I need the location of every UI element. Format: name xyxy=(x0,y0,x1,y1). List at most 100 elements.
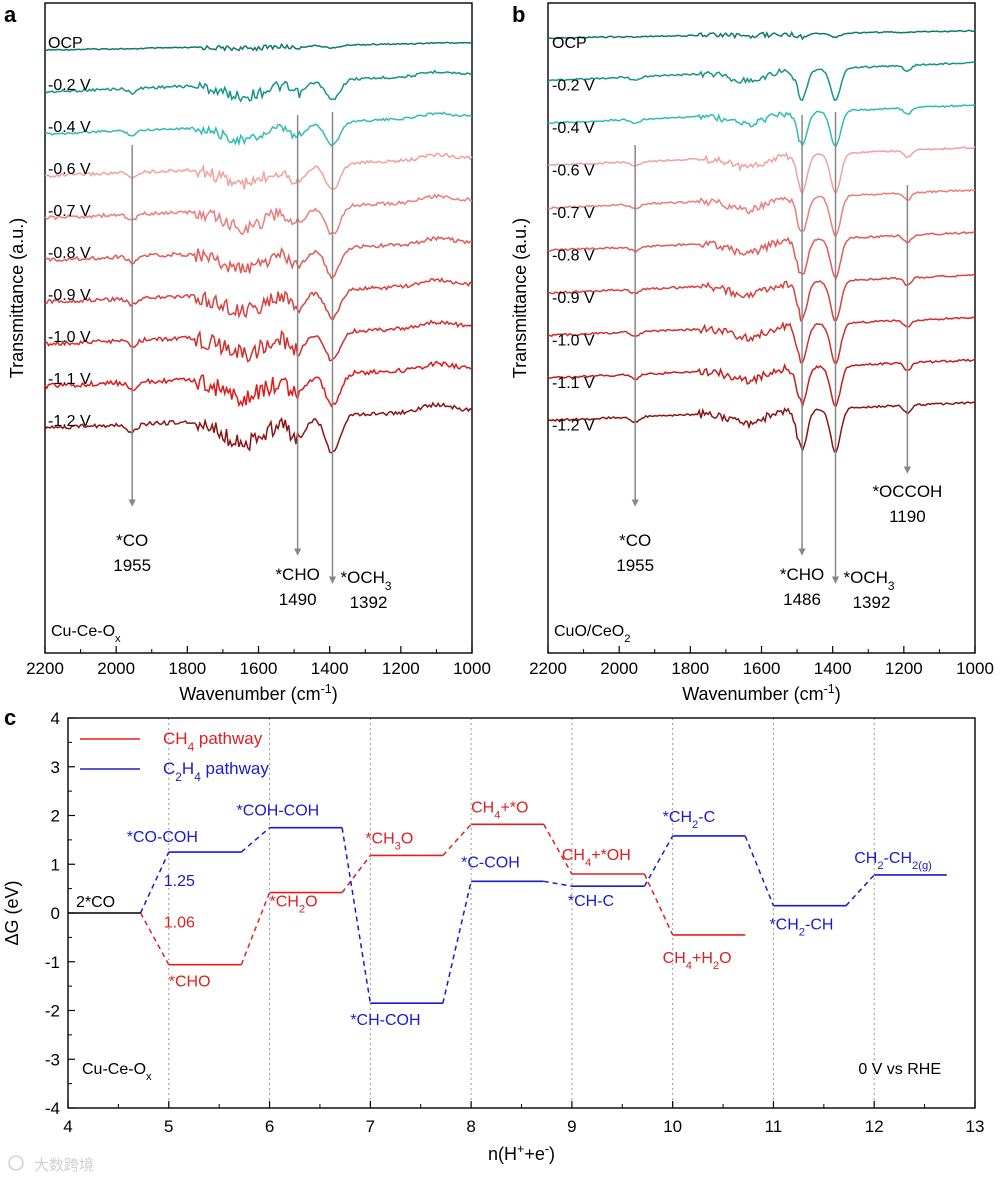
x-tick-label: 1400 xyxy=(311,659,349,678)
y-tick-label: 3 xyxy=(51,758,60,777)
state-label: *CH3O xyxy=(365,830,413,852)
x-tick-label: 13 xyxy=(966,1117,985,1136)
legend-label: C2H4 pathway xyxy=(163,759,269,784)
panel-b: b 2200 2000 1800 1600 1400 1200 1000 OCP -0.2 V -0… xyxy=(512,2,994,678)
peak-species-label: *CHO xyxy=(275,565,319,584)
y-tick-label: -3 xyxy=(45,1050,60,1069)
x-tick-label: 6 xyxy=(265,1117,274,1136)
peak-species-label: *OCH3 xyxy=(341,568,392,593)
trace-label: -1.0 V xyxy=(48,329,91,346)
peak-wavenumber-label: 1486 xyxy=(783,590,821,609)
trace-label: -0.6 V xyxy=(48,161,91,178)
y-tick-label: 0 xyxy=(51,904,60,923)
peak-species-label: *CO xyxy=(619,531,651,550)
spectrum-trace xyxy=(44,319,473,363)
x-tick-label: 2200 xyxy=(529,659,567,678)
state-label: *CH-COH xyxy=(350,1012,420,1029)
trace-label: OCP xyxy=(552,35,587,52)
trace-label: -0.8 V xyxy=(552,248,595,265)
x-tick-label: 12 xyxy=(865,1117,884,1136)
sample-label: Cu-Ce-Ox xyxy=(82,1061,152,1083)
watermark-text: 大数跨境 xyxy=(34,1156,94,1174)
peak-species-label: *CHO xyxy=(780,565,824,584)
panel-letter-c: c xyxy=(4,705,16,730)
transition-line xyxy=(341,827,372,1004)
spectrum-trace xyxy=(547,188,976,237)
sample-label: CuO/CeO2 xyxy=(554,623,630,645)
spectrum-trace xyxy=(547,231,976,280)
spectrum-trace xyxy=(547,315,976,365)
x-tick-label: 1800 xyxy=(671,659,709,678)
trace-label: -0.7 V xyxy=(552,205,595,222)
trace-label: -0.2 V xyxy=(552,78,595,95)
peak-wavenumber-label: 1190 xyxy=(889,507,926,526)
y-tick-label: 4 xyxy=(51,709,60,728)
spectrum-trace xyxy=(44,235,473,280)
x-tick-label: 11 xyxy=(765,1117,783,1136)
trace-label: -1.1 V xyxy=(552,375,595,392)
transition-line xyxy=(543,823,573,875)
trace-label: -1.0 V xyxy=(552,333,595,350)
state-label: *CHO xyxy=(169,974,211,991)
peak-wavenumber-label: 1392 xyxy=(853,593,891,612)
y-axis-title: Transmittance (a.u.) xyxy=(510,218,530,378)
transition-line xyxy=(845,874,875,907)
peak-wavenumber-label: 1392 xyxy=(350,593,388,612)
x-tick-label: 2000 xyxy=(600,659,638,678)
state-label: *CH2-C xyxy=(663,809,715,831)
transition-line xyxy=(643,873,674,936)
trace-label: -0.4 V xyxy=(48,119,91,136)
transition-line xyxy=(139,912,170,966)
x-tick-label: 1200 xyxy=(382,659,420,678)
sample-label: Cu-Ce-Ox xyxy=(51,623,121,645)
peak-wavenumber-label: 1490 xyxy=(279,590,317,609)
state-label: CH4+H2O xyxy=(663,950,732,972)
barrier-annotation: 1.06 xyxy=(164,915,195,932)
spectrum-trace xyxy=(44,69,473,103)
trace-label: -0.9 V xyxy=(48,287,91,304)
peak-species-label: *CO xyxy=(116,531,148,550)
barrier-annotation: 1.25 xyxy=(164,873,195,890)
panel-letter-a: a xyxy=(4,2,17,27)
x-tick-label: 1600 xyxy=(743,659,781,678)
spectrum-trace xyxy=(547,273,976,322)
condition-label: 0 V vs RHE xyxy=(858,1061,941,1078)
y-axis-title: Transmittance (a.u.) xyxy=(7,218,27,378)
x-tick-label: 1800 xyxy=(168,659,206,678)
spectrum-trace xyxy=(45,111,473,147)
transition-line xyxy=(240,892,271,965)
x-axis-title: Wavenumber (cm-1) xyxy=(682,682,841,704)
legend-label: CH4 pathway xyxy=(163,729,263,754)
spectrum-trace xyxy=(547,103,976,147)
x-tick-label: 5 xyxy=(164,1117,173,1136)
transition-line xyxy=(643,835,674,887)
x-tick-label: 1400 xyxy=(814,659,852,678)
spectrum-trace xyxy=(547,401,976,453)
x-tick-label: 1000 xyxy=(956,659,994,678)
x-tick-label: 2000 xyxy=(97,659,135,678)
x-tick-label: 2200 xyxy=(26,659,64,678)
state-label: *CH-C xyxy=(568,893,614,910)
x-axis-title: n(H++e-) xyxy=(488,1142,555,1164)
state-label: 2*CO xyxy=(76,894,115,911)
x-tick-label: 8 xyxy=(466,1117,475,1136)
watermark-logo-icon xyxy=(8,1155,24,1171)
trace-label: -0.6 V xyxy=(552,163,595,180)
x-tick-label: 4 xyxy=(63,1117,72,1136)
peak-wavenumber-label: 1955 xyxy=(113,556,151,575)
transition-line xyxy=(442,823,472,856)
x-tick-label: 1000 xyxy=(453,659,491,678)
spectrum-trace xyxy=(44,360,473,408)
y-tick-label: -2 xyxy=(45,1002,60,1021)
trace-label: -1.1 V xyxy=(48,371,91,388)
spectrum-trace xyxy=(547,358,976,410)
y-tick-label: -1 xyxy=(45,953,60,972)
spectrum-trace xyxy=(547,146,976,195)
state-label: CH4+*O xyxy=(471,799,528,821)
panel-letter-b: b xyxy=(512,2,525,27)
x-tick-label: 9 xyxy=(567,1117,576,1136)
peak-wavenumber-label: 1955 xyxy=(616,556,654,575)
